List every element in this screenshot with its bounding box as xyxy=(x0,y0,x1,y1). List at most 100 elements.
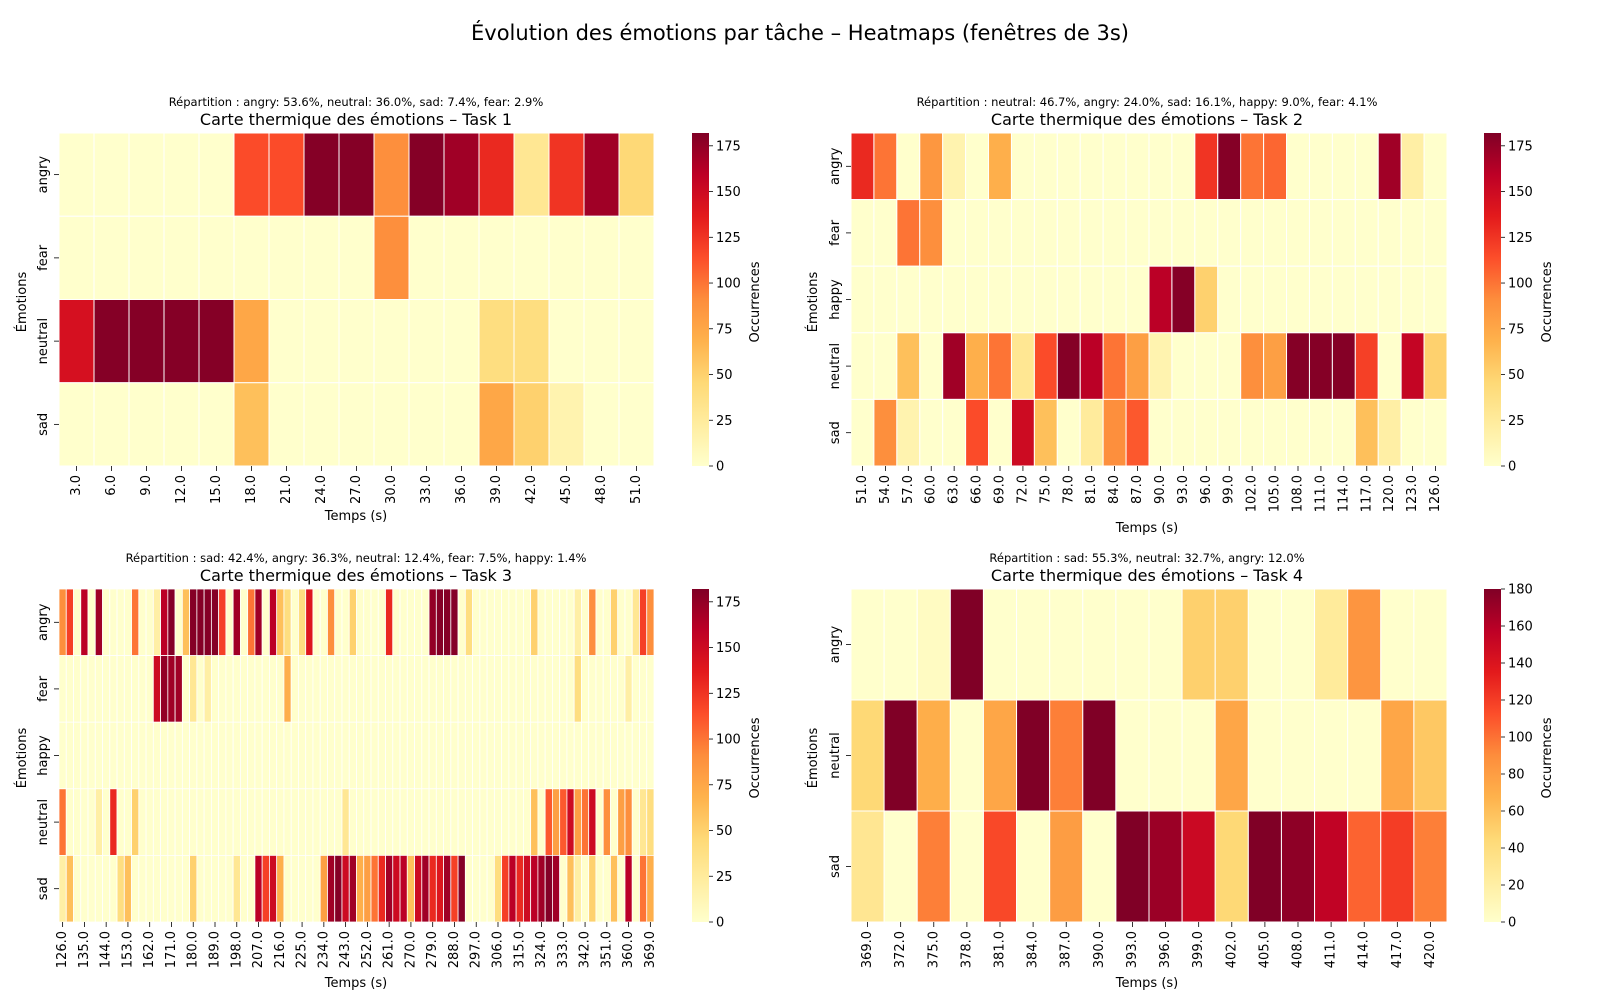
column-label: 123.0 xyxy=(1405,475,1420,512)
column-label: 12.0 xyxy=(174,475,189,504)
heatmap-cell xyxy=(522,721,532,790)
heatmap-cell xyxy=(80,721,89,790)
column-label: 69.0 xyxy=(993,475,1008,504)
heatmap-cell xyxy=(1354,265,1379,334)
heatmap-cell xyxy=(1056,132,1081,201)
column-label: 270.0 xyxy=(403,931,418,968)
heatmap-cell xyxy=(123,588,132,656)
column-label: 54.0 xyxy=(878,475,893,504)
heatmap-cell xyxy=(319,588,328,656)
heatmap-cell xyxy=(1171,265,1196,334)
column-label: 225.0 xyxy=(295,931,310,968)
heatmap-cell xyxy=(896,132,921,201)
heatmap-cell xyxy=(203,788,212,856)
heatmap-cell xyxy=(1115,588,1150,701)
heatmap-cell xyxy=(552,588,561,656)
heatmap-cell xyxy=(639,855,648,923)
heatmap-cell xyxy=(896,265,921,334)
heatmap-cell xyxy=(595,788,604,856)
colorbar-tick-label: 160 xyxy=(1508,620,1533,635)
column-label: 417.0 xyxy=(1390,931,1405,968)
heatmap-cell xyxy=(515,855,524,923)
heatmap-cell xyxy=(203,855,212,923)
heatmap-cell xyxy=(624,588,633,656)
row-labels: angry fear happy neutral sad xyxy=(828,147,851,444)
heatmap-cell xyxy=(1079,332,1104,400)
heatmap-cell xyxy=(73,788,82,856)
heatmap-cell xyxy=(602,588,611,656)
heatmap-cell xyxy=(617,655,626,723)
colorbar: 0 25 50 75 100 125 150 175 xyxy=(692,589,741,931)
heatmap-cell xyxy=(530,655,539,723)
heatmap-cell xyxy=(385,855,394,923)
heatmap-cell xyxy=(873,132,898,201)
heatmap-cell xyxy=(58,588,67,656)
heatmap-cell xyxy=(1102,332,1127,400)
column-labels: 126.0 135.0 144.0 153.0 162.0 171.0 180.0 189.0… xyxy=(55,922,658,968)
heatmap-cell xyxy=(493,855,503,923)
heatmap-cell xyxy=(588,655,597,723)
heatmap-cell xyxy=(610,721,619,790)
heatmap-cell xyxy=(160,655,169,723)
heatmap-cell xyxy=(94,721,103,790)
panel-title: Carte thermique des émotions – Task 1 xyxy=(200,110,512,129)
heatmap-cell xyxy=(1247,588,1282,701)
heatmap-cell xyxy=(93,382,130,467)
heatmap-cell xyxy=(566,721,575,790)
heatmap-cell xyxy=(1016,588,1051,701)
heatmap-cell xyxy=(602,655,611,723)
heatmap-cell xyxy=(370,721,379,790)
heatmap-cell xyxy=(131,721,140,790)
colorbar-tick-label: 20 xyxy=(1508,879,1525,894)
heatmap-cell xyxy=(581,655,590,723)
panel-title: Carte thermique des émotions – Task 4 xyxy=(991,566,1303,585)
heatmap-cell xyxy=(80,855,89,923)
heatmap-cell xyxy=(942,332,967,400)
heatmap-cell xyxy=(1280,699,1316,812)
colorbar: 0 25 50 75 100 125 150 175 xyxy=(692,133,741,475)
heatmap-cell xyxy=(312,655,321,723)
heatmap-cell xyxy=(617,721,626,790)
row-label: sad xyxy=(828,855,843,878)
colorbar-tick-label: 0 xyxy=(1508,916,1516,931)
heatmap-cell xyxy=(298,588,307,656)
column-label: 15.0 xyxy=(209,475,224,504)
heatmap-cell xyxy=(128,382,165,467)
heatmap-cell xyxy=(338,382,375,467)
heatmap-cell xyxy=(370,588,379,656)
colorbar-tick-label: 50 xyxy=(1508,368,1525,383)
heatmap-cell xyxy=(1033,332,1058,400)
heatmap-cell xyxy=(93,215,130,300)
heatmap-cell xyxy=(370,788,379,856)
heatmap-cell xyxy=(896,398,921,467)
heatmap-cell xyxy=(233,382,270,467)
panel-title: Carte thermique des émotions – Task 3 xyxy=(200,566,512,585)
heatmap-cell xyxy=(116,721,125,790)
heatmap-cell xyxy=(443,655,452,723)
heatmap-cell xyxy=(873,265,898,334)
column-label: 375.0 xyxy=(926,931,941,968)
colorbar-label: Occurrences xyxy=(1540,261,1555,342)
colorbar-tick-label: 0 xyxy=(716,460,724,475)
column-label: 21.0 xyxy=(279,475,294,504)
heatmap-cell xyxy=(152,788,161,856)
column-label: 72.0 xyxy=(1015,475,1030,504)
colorbar-tick-label: 175 xyxy=(716,595,741,610)
heatmap-cell xyxy=(464,721,473,790)
heatmap-cell xyxy=(312,788,321,856)
column-label: 33.0 xyxy=(419,475,434,504)
heatmap-cell xyxy=(631,855,640,923)
colorbar-tick-label: 100 xyxy=(716,277,741,292)
heatmap-cell xyxy=(94,788,103,856)
heatmap-cell xyxy=(370,855,379,923)
heatmap-cell xyxy=(421,855,430,923)
colorbar-tick-label: 125 xyxy=(1508,231,1533,246)
heatmap-cell xyxy=(102,855,111,923)
heatmap-cell xyxy=(356,855,365,923)
heatmap-cells xyxy=(850,588,1448,923)
heatmap-cell xyxy=(210,855,220,923)
column-label: 120.0 xyxy=(1382,475,1397,512)
heatmap-cell xyxy=(138,721,147,790)
heatmap-cell xyxy=(1263,398,1288,467)
column-label: 372.0 xyxy=(893,931,908,968)
